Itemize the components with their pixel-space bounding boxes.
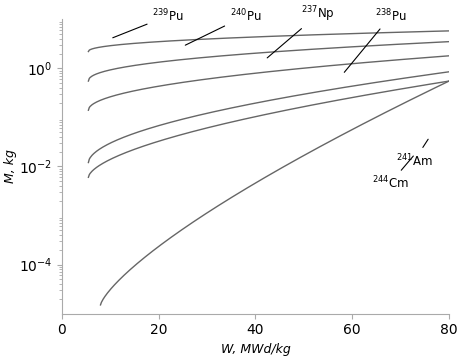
Y-axis label: M, kg: M, kg (4, 149, 17, 183)
X-axis label: W, MWd/kg: W, MWd/kg (220, 343, 290, 356)
Text: $^{239}$Pu: $^{239}$Pu (113, 8, 184, 38)
Text: $^{241}$Am: $^{241}$Am (396, 139, 432, 169)
Text: $^{237}$Np: $^{237}$Np (267, 4, 335, 58)
Text: $^{240}$Pu: $^{240}$Pu (185, 8, 261, 45)
Text: $^{244}$Cm: $^{244}$Cm (371, 156, 413, 192)
Text: $^{238}$Pu: $^{238}$Pu (344, 8, 407, 72)
